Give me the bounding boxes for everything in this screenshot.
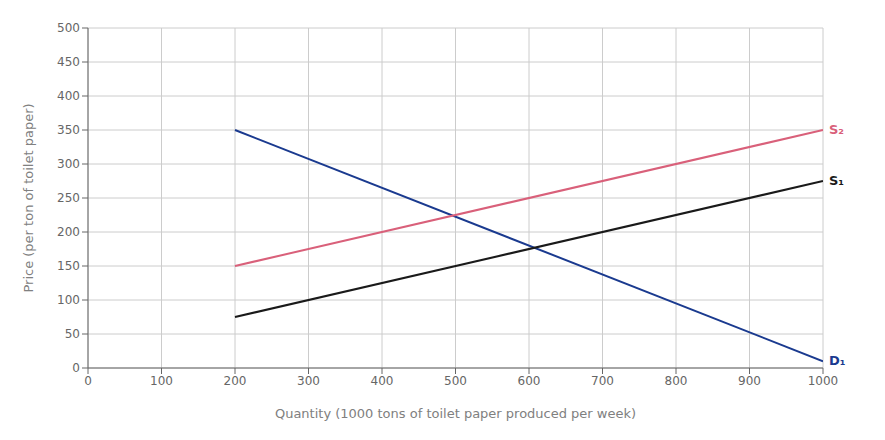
svg-text:50: 50 (65, 327, 80, 341)
svg-text:250: 250 (57, 191, 80, 205)
svg-text:700: 700 (591, 374, 614, 388)
svg-text:0: 0 (72, 361, 80, 375)
svg-text:300: 300 (57, 157, 80, 171)
svg-text:350: 350 (57, 123, 80, 137)
svg-text:450: 450 (57, 55, 80, 69)
svg-text:0: 0 (84, 374, 92, 388)
svg-text:1000: 1000 (808, 374, 839, 388)
svg-text:100: 100 (57, 293, 80, 307)
svg-text:D₁: D₁ (829, 353, 846, 368)
svg-text:900: 900 (738, 374, 761, 388)
svg-text:Quantity (1000 tons of toilet: Quantity (1000 tons of toilet paper prod… (275, 406, 636, 421)
svg-text:150: 150 (57, 259, 80, 273)
svg-text:400: 400 (57, 89, 80, 103)
svg-text:500: 500 (444, 374, 467, 388)
svg-text:300: 300 (297, 374, 320, 388)
svg-text:400: 400 (371, 374, 394, 388)
svg-text:200: 200 (57, 225, 80, 239)
svg-text:600: 600 (518, 374, 541, 388)
svg-text:800: 800 (665, 374, 688, 388)
svg-text:200: 200 (224, 374, 247, 388)
svg-text:100: 100 (150, 374, 173, 388)
svg-text:Price (per ton of toilet paper: Price (per ton of toilet paper) (21, 103, 36, 292)
svg-text:500: 500 (57, 21, 80, 35)
svg-text:S₂: S₂ (829, 122, 844, 137)
svg-text:S₁: S₁ (829, 173, 844, 188)
